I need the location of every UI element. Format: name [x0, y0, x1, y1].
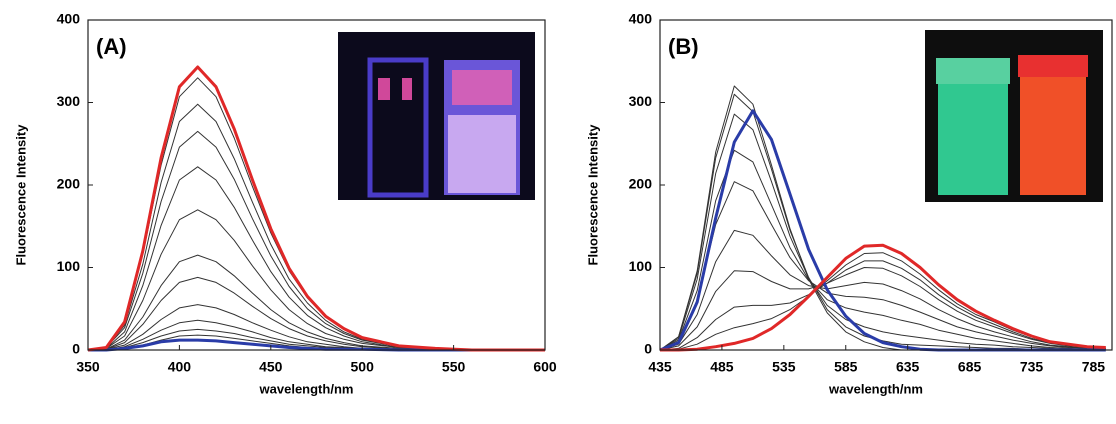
- panel: 0 100 200 300 400 435 485 535 585 635 685 735 785 wav…: [585, 11, 1113, 396]
- x-tick-label: 685: [958, 359, 982, 375]
- x-axis-title: wavelength/nm: [259, 381, 354, 396]
- x-tick-label: 450: [259, 359, 283, 375]
- x-tick-label: 585: [834, 359, 858, 375]
- y-tick-label: 200: [57, 176, 81, 192]
- x-tick-label: 435: [648, 359, 672, 375]
- y-tick-label: 200: [629, 176, 653, 192]
- series-line: [87, 276, 545, 351]
- series-line: [660, 243, 1106, 352]
- cap: [1018, 55, 1088, 77]
- reflection: [452, 70, 512, 105]
- y-tick-label: 300: [629, 93, 653, 109]
- x-tick-label: 535: [772, 359, 796, 375]
- series-line: [87, 65, 545, 352]
- y-tick-label: 0: [72, 341, 80, 357]
- series-line: [659, 229, 1106, 351]
- series-line: [659, 181, 1106, 351]
- series-line: [87, 209, 545, 351]
- y-tick-label: 400: [629, 11, 653, 27]
- y-axis-title: Fluorescence Intensity: [13, 124, 28, 266]
- vial: [367, 57, 429, 198]
- panel: 0 100 200 300 400 350 400 450 500 550 600 wavelengt…: [13, 11, 556, 397]
- reflection: [378, 78, 390, 100]
- y-tick-label: 400: [57, 11, 81, 27]
- cap: [936, 58, 1010, 84]
- panel-label: (B): [668, 34, 699, 59]
- x-tick-label: 485: [710, 359, 734, 375]
- y-tick-label: 300: [57, 93, 81, 109]
- vial: [938, 65, 1008, 195]
- y-axis-title: Fluorescence Intensity: [585, 124, 600, 266]
- x-tick-label: 350: [76, 359, 100, 375]
- series-line: [659, 260, 1106, 351]
- glow: [448, 115, 516, 193]
- x-tick-label: 785: [1082, 359, 1106, 375]
- x-tick-label: 400: [168, 359, 192, 375]
- x-axis-title: wavelength/nm: [828, 381, 923, 396]
- inset-photo-b: [925, 30, 1103, 202]
- y-tick-label: 0: [644, 341, 652, 357]
- x-tick-label: 600: [533, 359, 557, 375]
- vial: [1020, 62, 1086, 195]
- series-line: [87, 254, 545, 351]
- x-tick-label: 635: [896, 359, 920, 375]
- reflection: [402, 78, 412, 100]
- x-tick-label: 550: [442, 359, 466, 375]
- y-tick-label: 100: [629, 258, 653, 274]
- series-line: [659, 267, 1106, 351]
- inset-photo-a: [338, 32, 535, 200]
- x-tick-label: 735: [1020, 359, 1044, 375]
- series-line: [659, 252, 1106, 351]
- x-tick-label: 500: [351, 359, 375, 375]
- panel-label: (A): [96, 34, 127, 59]
- y-tick-label: 100: [57, 258, 81, 274]
